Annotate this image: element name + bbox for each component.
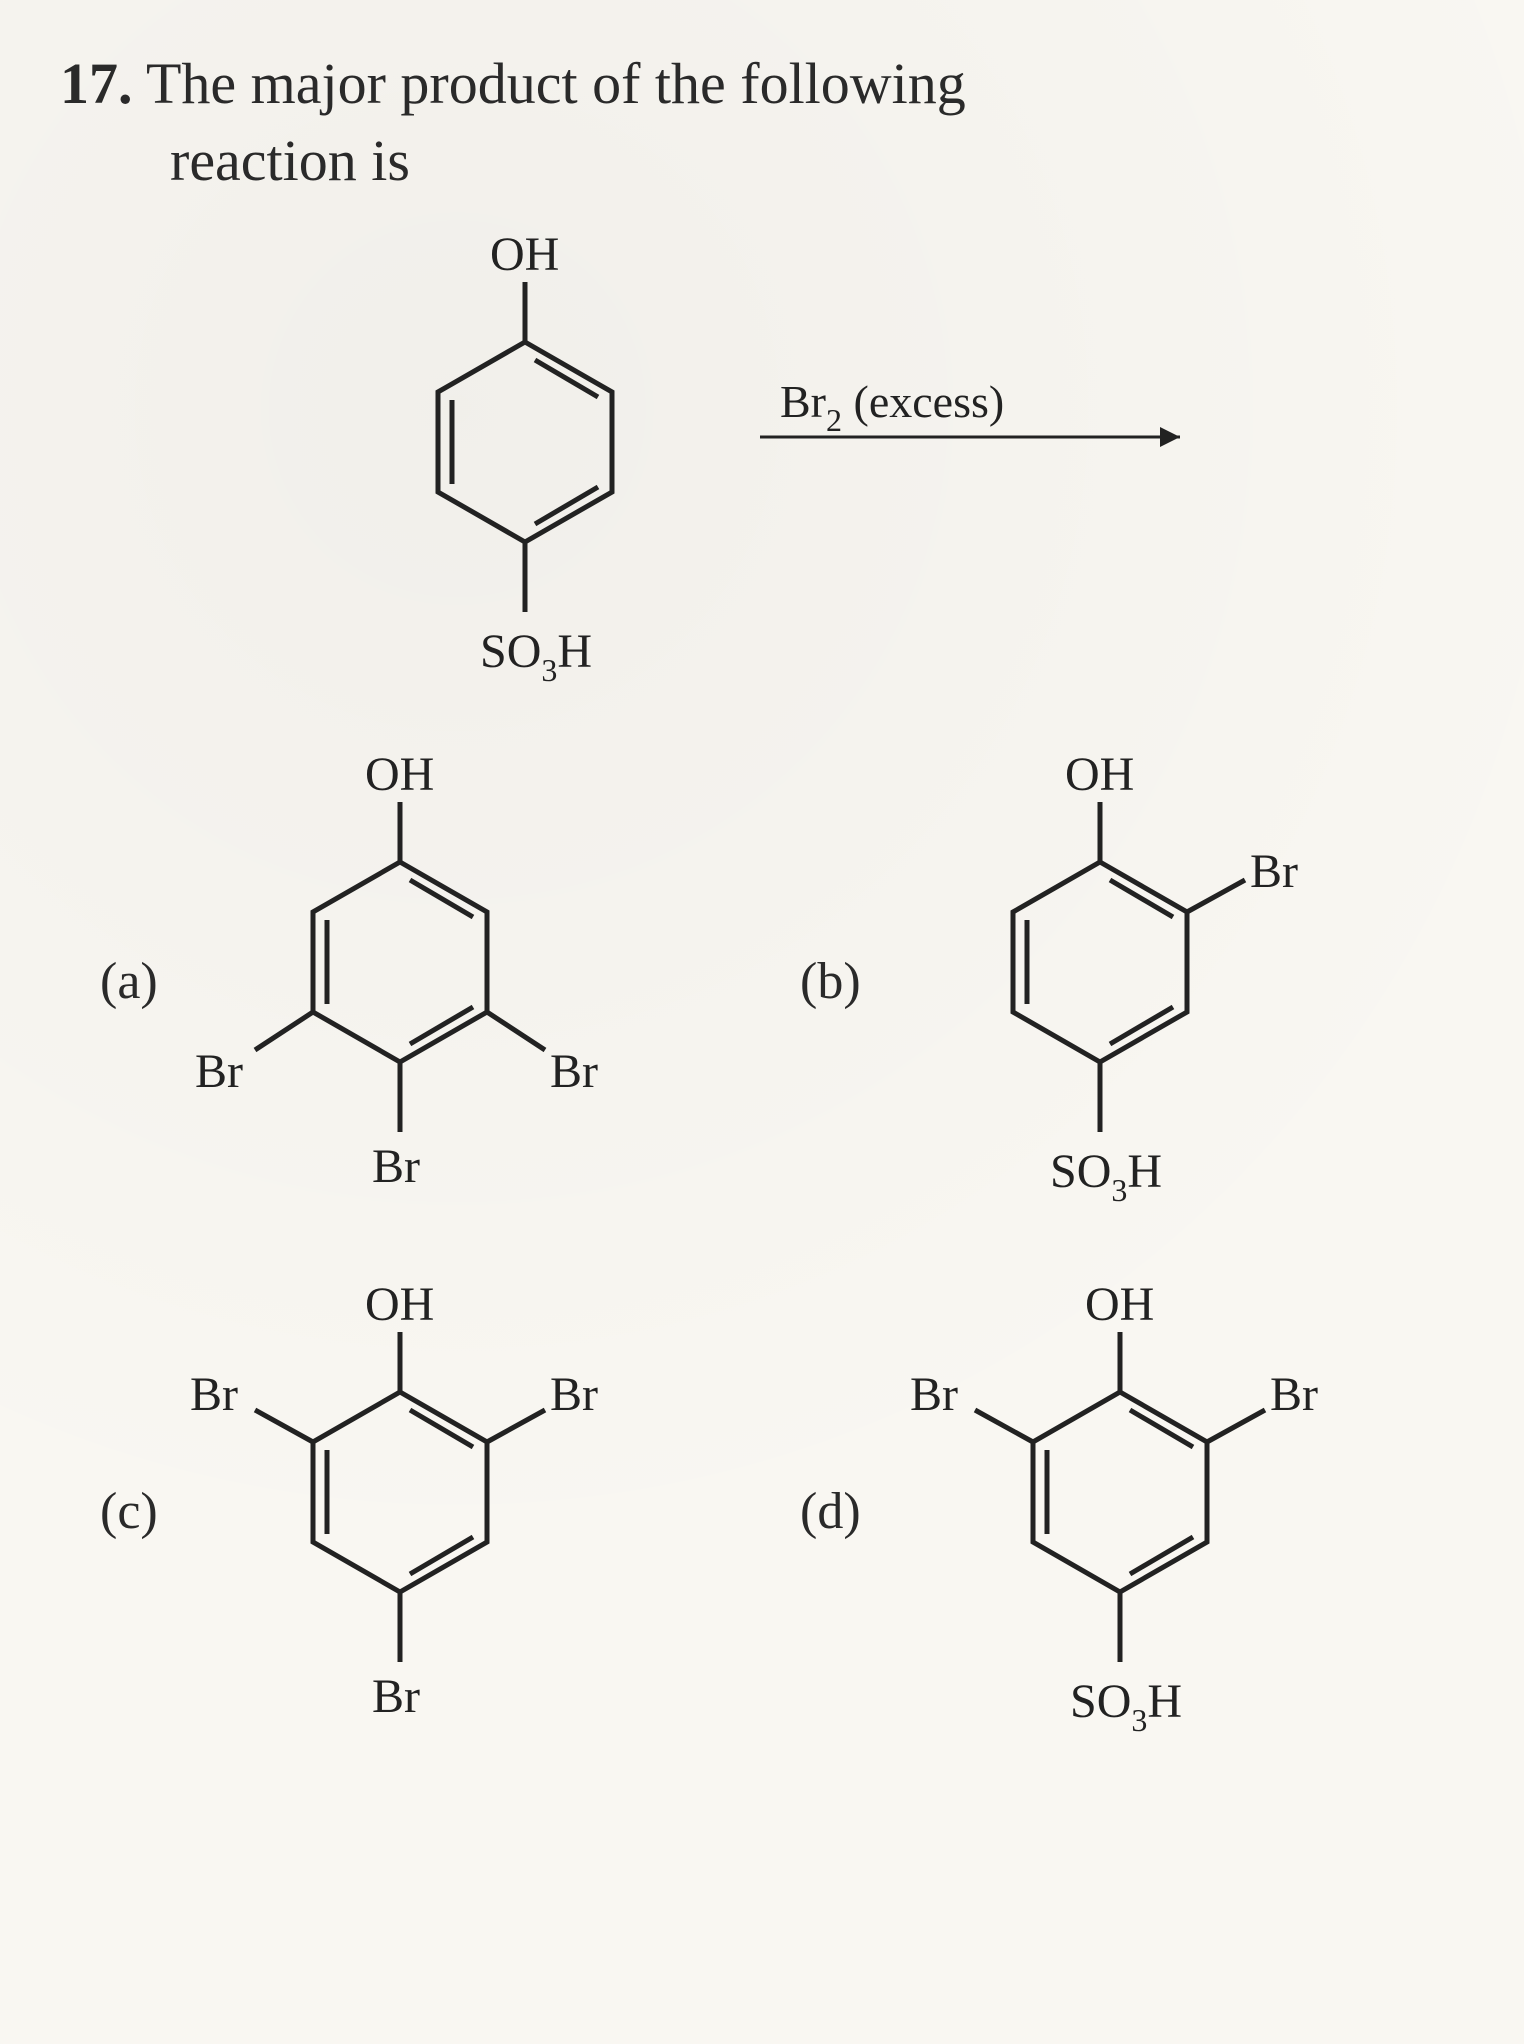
reactant-ring xyxy=(438,342,612,542)
option-a-br-br: Br xyxy=(550,1045,598,1098)
option-a-br-bl: Br xyxy=(195,1045,243,1098)
option-a-oh: OH xyxy=(365,748,434,801)
option-d-so3h: SO3H xyxy=(1070,1675,1182,1738)
page: 17. The major product of the following r… xyxy=(0,0,1524,2044)
option-c-structure: OH Br Br Br xyxy=(90,1272,690,1792)
option-c-br-tl: Br xyxy=(190,1368,238,1421)
option-a: (a) OH Br Br Br xyxy=(90,742,690,1267)
question-text-1: The major product of the following xyxy=(133,51,966,116)
option-c-key: (c) xyxy=(100,1482,158,1541)
reaction-svg: OH SO3H Br2 (excess) xyxy=(180,222,1380,742)
option-b-so3h: SO3H xyxy=(1050,1145,1162,1208)
option-c: (c) OH Br Br Br xyxy=(90,1272,690,1797)
option-d-structure: OH Br Br SO3H xyxy=(790,1272,1470,1792)
question-line-2: reaction is xyxy=(170,125,1464,198)
option-b: (b) OH Br SO3H xyxy=(790,742,1440,1267)
option-d-br-tr: Br xyxy=(1270,1368,1318,1421)
option-d-key: (d) xyxy=(800,1482,861,1541)
reactant-so3h-label: SO3H xyxy=(480,625,592,688)
option-b-oh: OH xyxy=(1065,748,1134,801)
option-c-br-bottom: Br xyxy=(372,1670,420,1723)
question-number: 17. xyxy=(60,51,133,116)
reaction-scheme: OH SO3H Br2 (excess) xyxy=(180,222,1380,742)
option-d: (d) OH Br Br SO3H xyxy=(790,1272,1470,1797)
reactant-oh-label: OH xyxy=(490,228,559,281)
option-a-br-bottom: Br xyxy=(372,1140,420,1193)
option-d-oh: OH xyxy=(1085,1278,1154,1331)
option-a-key: (a) xyxy=(100,952,158,1011)
option-c-br-tr: Br xyxy=(550,1368,598,1421)
option-a-structure: OH Br Br Br xyxy=(90,742,690,1262)
option-d-br-tl: Br xyxy=(910,1368,958,1421)
reagent-label: Br2 (excess) xyxy=(780,376,1004,438)
reaction-arrow-head xyxy=(1160,427,1180,447)
option-b-key: (b) xyxy=(800,952,861,1011)
option-c-oh: OH xyxy=(365,1278,434,1331)
question-line-1: 17. The major product of the following xyxy=(60,48,1464,121)
options-grid: (a) OH Br Br Br xyxy=(90,742,1490,1942)
option-b-structure: OH Br SO3H xyxy=(790,742,1440,1262)
option-b-br-tr: Br xyxy=(1250,845,1298,898)
